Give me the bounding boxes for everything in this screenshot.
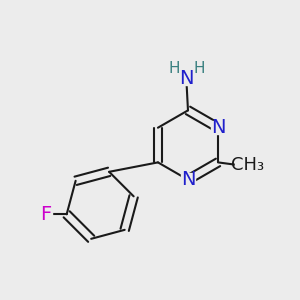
Bar — [235, 158, 260, 172]
Text: CH₃: CH₃ — [231, 156, 264, 174]
Bar — [212, 121, 225, 134]
Text: N: N — [179, 70, 194, 88]
Bar — [176, 71, 197, 85]
Text: H: H — [168, 61, 179, 76]
Bar — [182, 173, 195, 186]
Bar — [40, 208, 52, 220]
Text: N: N — [181, 170, 195, 189]
Text: N: N — [211, 118, 225, 137]
Text: F: F — [40, 205, 52, 224]
Text: H: H — [193, 61, 205, 76]
